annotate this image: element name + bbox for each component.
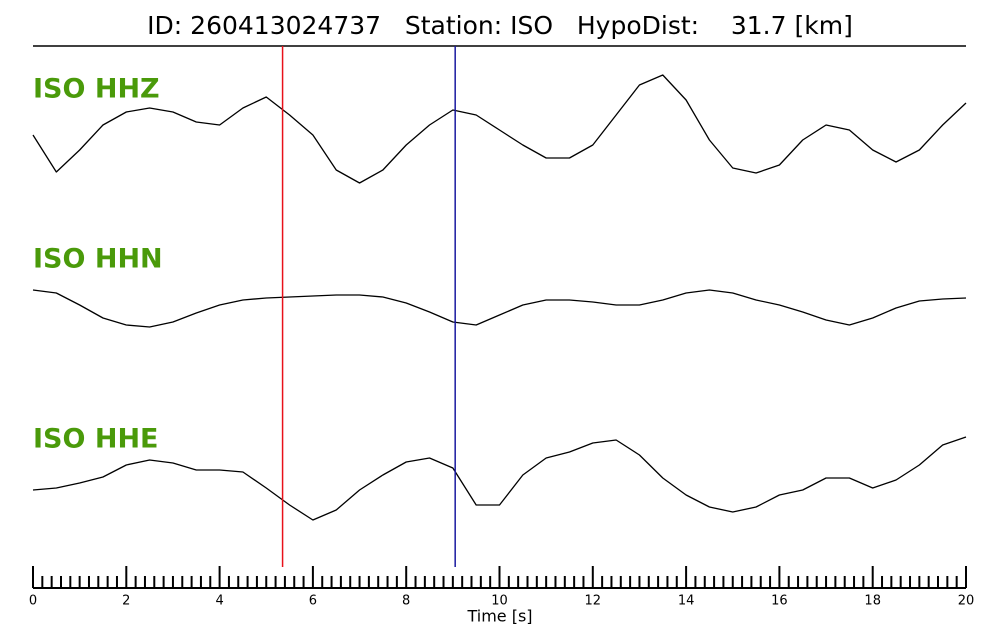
trace-label: ISO HHN xyxy=(33,244,163,275)
x-tick-label: 12 xyxy=(585,594,602,609)
x-tick-label: 8 xyxy=(402,594,410,609)
waveform xyxy=(32,436,967,521)
waveform xyxy=(32,74,967,184)
x-tick-label: 16 xyxy=(771,594,788,609)
x-tick-label: 20 xyxy=(958,594,975,609)
x-tick-label: 6 xyxy=(309,594,317,609)
trace-label: ISO HHE xyxy=(33,424,158,455)
trace-label: ISO HHZ xyxy=(33,74,160,105)
x-tick-label: 0 xyxy=(29,594,37,609)
chart-title: ID: 260413024737 Station: ISO HypoDist: … xyxy=(147,11,853,40)
x-tick-label: 4 xyxy=(215,594,223,609)
x-tick-label: 14 xyxy=(678,594,695,609)
x-tick-label: 18 xyxy=(864,594,881,609)
x-tick-label: 2 xyxy=(122,594,130,609)
x-tick-label: 10 xyxy=(491,594,508,609)
x-axis-label: Time [s] xyxy=(466,607,532,626)
waveform xyxy=(32,289,967,328)
